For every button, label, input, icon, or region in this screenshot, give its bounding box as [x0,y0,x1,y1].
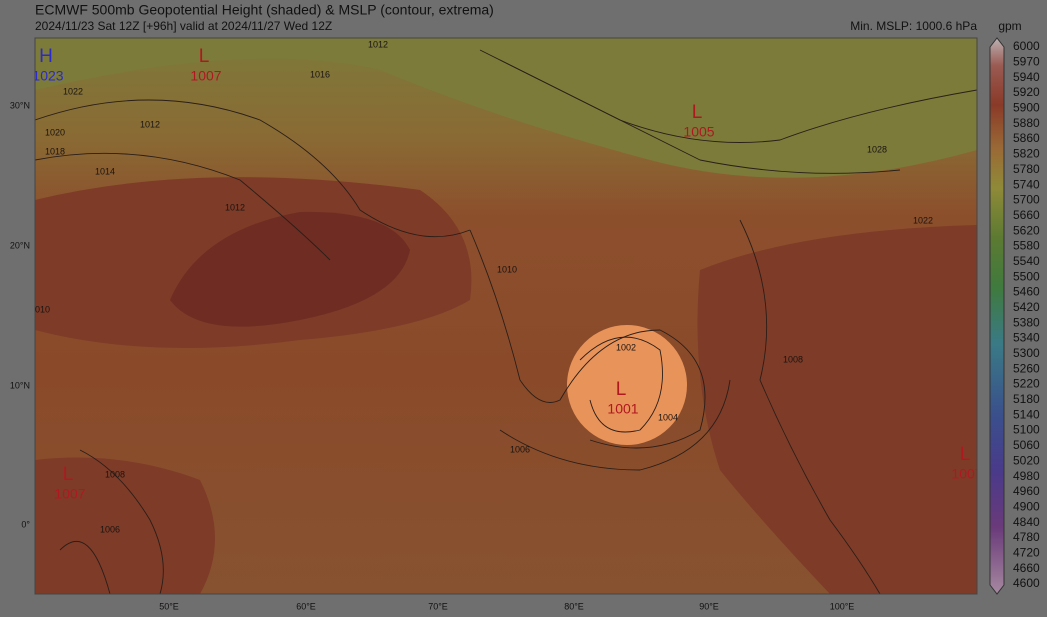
contour-label: 1010 [30,304,50,314]
center-pressure: 1001 [607,401,638,417]
colorbar-label: 5540 [1013,254,1040,268]
center-pressure: 1007 [54,486,85,502]
contour-label: 1006 [100,524,120,534]
colorbar-label: 5780 [1013,162,1040,176]
colorbar-label: 5220 [1013,377,1040,391]
center-symbol: L [692,102,703,123]
colorbar-label: 4900 [1013,499,1040,513]
contour-label: 1004 [658,412,678,422]
center-pressure: 1007 [190,68,221,84]
colorbar [989,37,1005,595]
contour-label: 1012 [225,202,245,212]
contour-label: 1022 [63,86,83,96]
colorbar-label: 5300 [1013,346,1040,360]
colorbar-label: 4960 [1013,484,1040,498]
colorbar-label: 4720 [1013,545,1040,559]
colorbar-label: 5180 [1013,392,1040,406]
contour-label: 1016 [310,69,330,79]
colorbar-label: 4660 [1013,561,1040,575]
colorbar-label: 5900 [1013,101,1040,115]
center-pressure: 1023 [32,68,63,84]
subtitle: 2024/11/23 Sat 12Z [+96h] valid at 2024/… [35,19,332,33]
title: ECMWF 500mb Geopotential Height (shaded)… [35,2,494,18]
colorbar-label: 5460 [1013,285,1040,299]
colorbar-label: 5140 [1013,407,1040,421]
latitude-label: 20°N [10,240,30,250]
longitude-label: 60°E [296,601,316,611]
contour-label: 1022 [913,215,933,225]
colorbar-label: 5920 [1013,85,1040,99]
center-symbol: H [39,46,53,67]
colorbar-label: 5620 [1013,223,1040,237]
contour-label: 1002 [616,342,636,352]
contour-label: 1018 [45,146,65,156]
colorbar-label: 5380 [1013,315,1040,329]
pressure-centers: H1023L1007L1005L1001L1007L10071022102010… [30,39,982,534]
center-symbol: L [960,444,971,465]
colorbar-label: 5420 [1013,300,1040,314]
center-symbol: L [199,46,210,67]
colorbar-label: 5820 [1013,147,1040,161]
colorbar-label: 5740 [1013,177,1040,191]
contour-label: 1006 [510,444,530,454]
longitude-label: 90°E [699,601,719,611]
center-pressure: 1007 [951,466,982,482]
map-area [35,38,977,594]
colorbar-label: 5970 [1013,55,1040,69]
colorbar-unit: gpm [998,19,1021,33]
red-zone-sw [35,457,215,594]
colorbar-label: 5060 [1013,438,1040,452]
center-symbol: L [63,464,74,485]
contour-label: 1012 [368,39,388,49]
contour-label: 1008 [105,469,125,479]
colorbar-label: 4780 [1013,530,1040,544]
center-pressure: 1005 [683,124,714,140]
contours [35,49,977,594]
longitude-label: 50°E [159,601,179,611]
colorbar-label: 5880 [1013,116,1040,130]
colorbar-label: 5500 [1013,269,1040,283]
contour-label: 1014 [95,166,115,176]
colorbar-label: 6000 [1013,39,1040,53]
latitude-label: 10°N [10,380,30,390]
contour-label: 1020 [45,127,65,137]
colorbar-label: 4980 [1013,469,1040,483]
longitude-label: 70°E [428,601,448,611]
colorbar-label: 5700 [1013,193,1040,207]
colorbar-label: 5340 [1013,331,1040,345]
colorbar-label: 5260 [1013,361,1040,375]
map-frame [34,37,978,595]
center-symbol: L [616,379,627,400]
longitude-label: 100°E [830,601,855,611]
colorbar-label: 5020 [1013,453,1040,467]
red-zone-east [697,225,977,594]
dark-red-zone [170,211,410,327]
colorbar-label: 5940 [1013,70,1040,84]
colorbar-label: 4840 [1013,515,1040,529]
colorbar-label: 5580 [1013,239,1040,253]
contour-label: 1008 [783,354,803,364]
contour-label: 1012 [140,119,160,129]
latitude-label: 0° [21,519,30,529]
contour-label: 1028 [867,144,887,154]
min-mslp: Min. MSLP: 1000.6 hPa [850,19,977,33]
latitude-label: 30°N [10,100,30,110]
longitude-label: 80°E [564,601,584,611]
colorbar-label: 5860 [1013,131,1040,145]
colorbar-label: 5660 [1013,208,1040,222]
contour-label: 1010 [497,264,517,274]
low-highlight [567,325,687,445]
colorbar-label: 5100 [1013,423,1040,437]
colorbar-label: 4600 [1013,576,1040,590]
